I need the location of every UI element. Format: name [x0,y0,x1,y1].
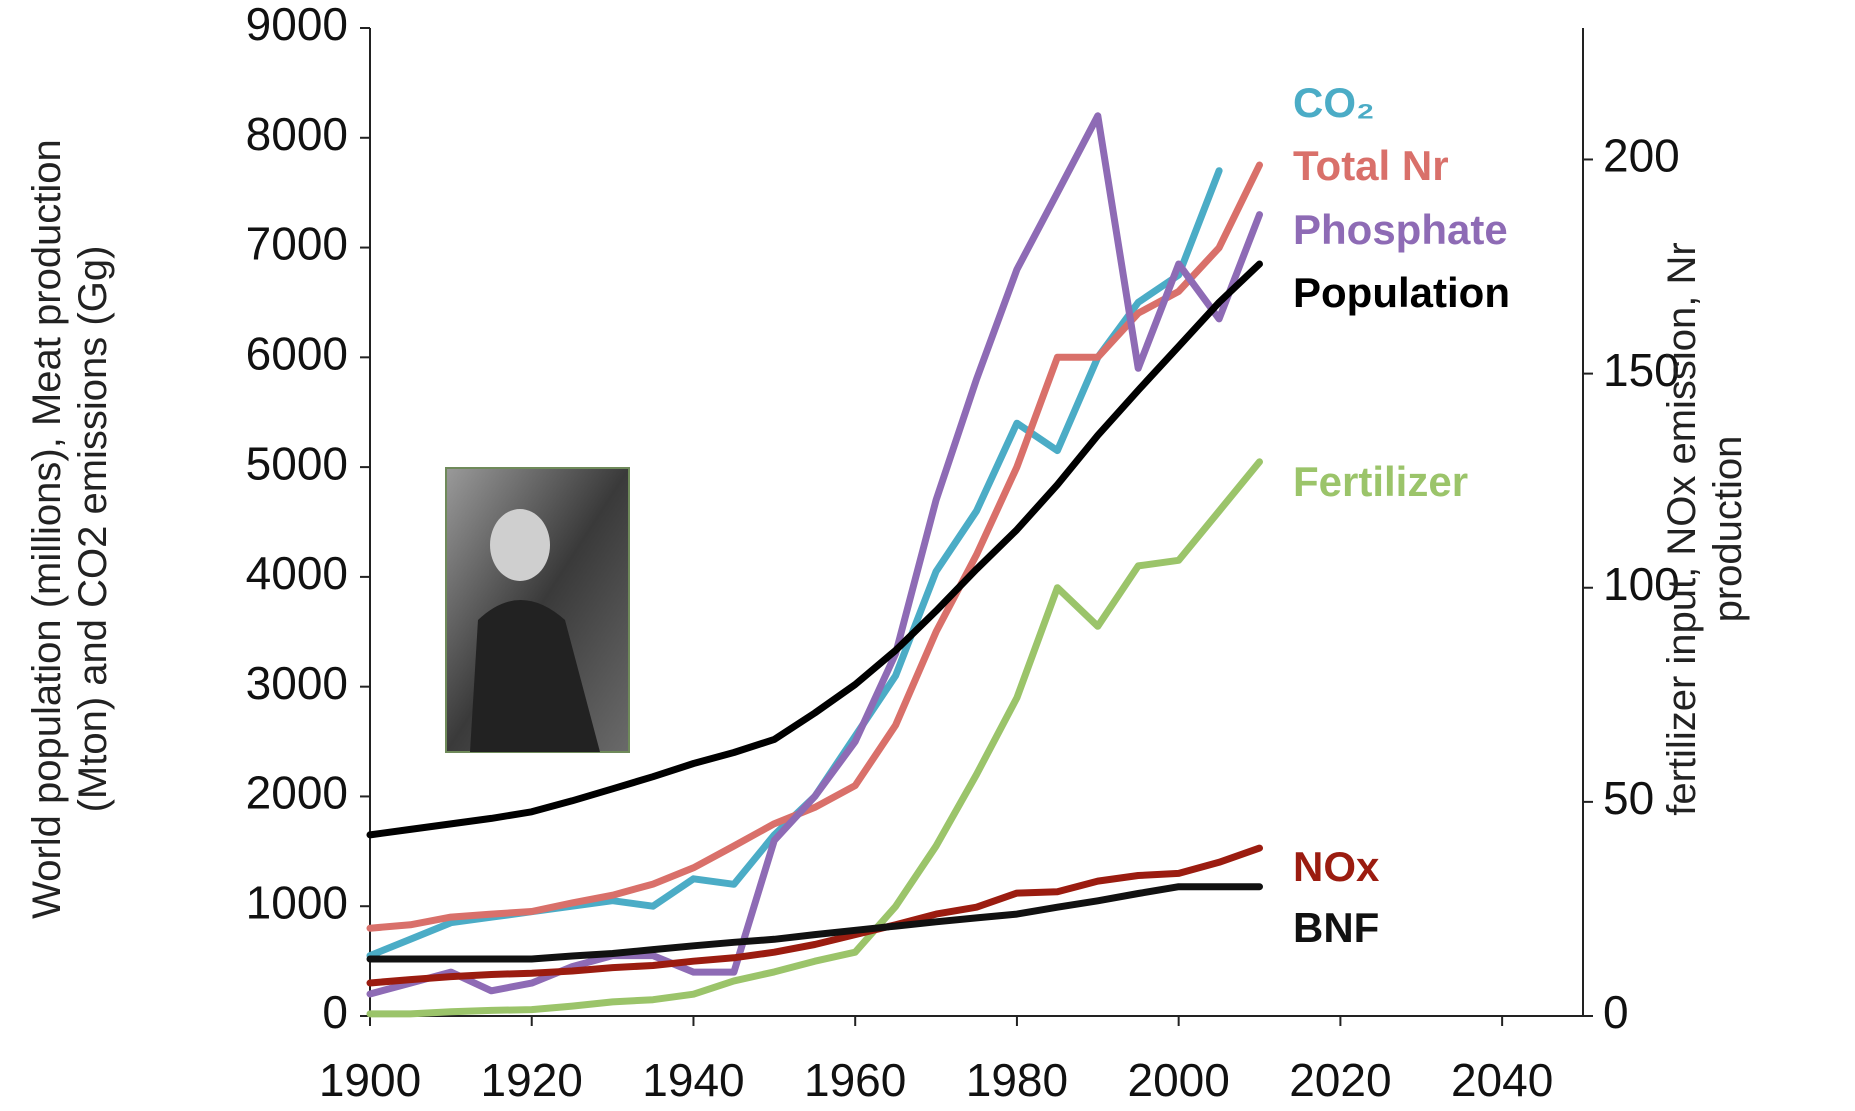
legend-label: BNF [1293,904,1379,951]
y2-tick-label: 50 [1603,772,1654,824]
x-tick-label: 2020 [1289,1054,1391,1106]
y-tick-label: 4000 [246,547,348,599]
x-tick-label: 2000 [1127,1054,1229,1106]
y2-tick-label: 0 [1603,986,1629,1038]
series-line [366,112,1263,998]
x-tick-label: 1940 [642,1054,744,1106]
y2-axis-title: fertilizer input, NOx emission, Nr produ… [1660,242,1750,816]
y-tick-label: 7000 [246,218,348,270]
series-line [366,161,1263,932]
y-tick-label: 1000 [246,876,348,928]
series-line [366,844,1263,987]
legend-label: Total Nr [1293,142,1449,189]
photo [445,467,630,753]
y-axis-title: World population (millions), Meat produc… [25,139,115,919]
y-tick-label: 6000 [246,327,348,379]
x-tick-label: 1960 [804,1054,906,1106]
series-line [366,260,1263,839]
y-tick-label: 0 [322,986,348,1038]
series-line [366,883,1263,963]
y2-tick-label: 150 [1603,344,1680,396]
legend-label: Fertilizer [1293,458,1468,505]
legend-label: NOx [1293,843,1380,890]
legend-label: Phosphate [1293,206,1508,253]
y-tick-label: 5000 [246,437,348,489]
y-tick-label: 8000 [246,108,348,160]
y2-tick-label: 100 [1603,558,1680,610]
x-tick-label: 1900 [319,1054,421,1106]
y2-tick-label: 200 [1603,130,1680,182]
y-tick-label: 3000 [246,657,348,709]
legend-label: Population [1293,269,1510,316]
x-tick-label: 1920 [481,1054,583,1106]
x-tick-label: 2040 [1451,1054,1553,1106]
x-tick-label: 1980 [966,1054,1068,1106]
y-tick-label: 9000 [246,0,348,50]
legend-label: CO₂ [1293,79,1375,126]
series-line [366,458,1263,1018]
y-tick-label: 2000 [246,767,348,819]
